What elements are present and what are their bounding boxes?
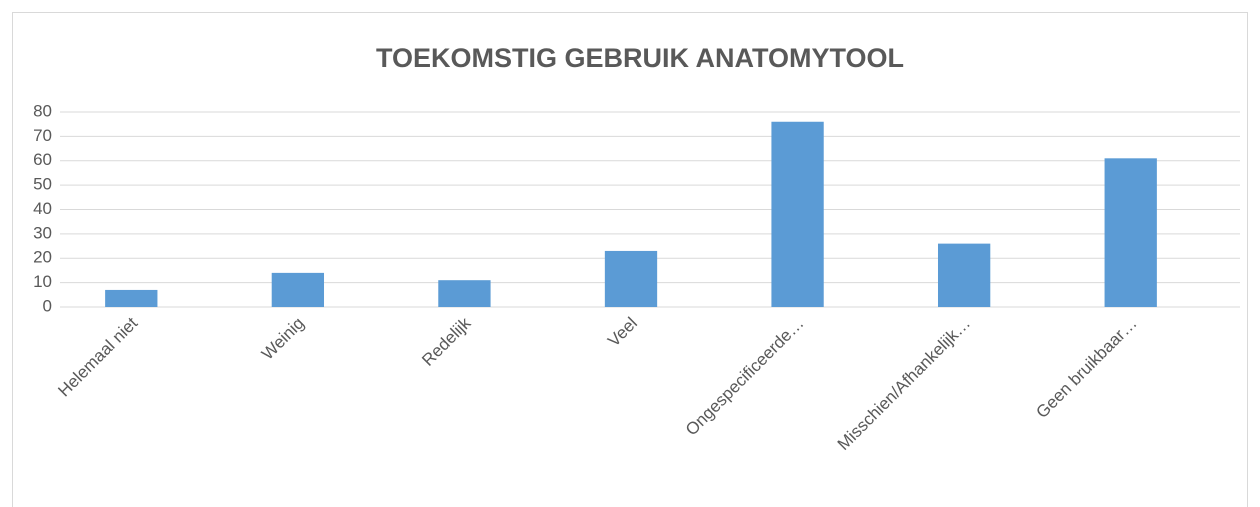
bar (1104, 158, 1157, 307)
bar (438, 280, 491, 307)
y-tick-label: 80 (33, 101, 52, 120)
y-tick-label: 40 (33, 199, 52, 218)
x-tick-label: Helemaal niet (54, 313, 141, 400)
bar (105, 289, 158, 307)
bar (271, 272, 325, 307)
bar (771, 121, 824, 307)
x-tick-label: Ongespecificeerde… (682, 314, 808, 440)
x-tick-label: Misschien/Afhankelijk… (834, 314, 974, 454)
x-tick-label: Veel (604, 314, 641, 351)
bar (937, 243, 991, 307)
y-tick-label: 60 (33, 150, 52, 169)
x-tick-label: Weinig (258, 314, 308, 364)
y-tick-label: 20 (33, 248, 52, 267)
chart-frame (12, 12, 1248, 507)
y-tick-label: 30 (33, 223, 52, 242)
x-tick-label: Geen bruikbaar… (1032, 314, 1140, 422)
bar (604, 250, 658, 307)
x-tick-label: Redelijk (418, 313, 475, 370)
y-tick-label: 10 (33, 272, 52, 291)
y-tick-label: 50 (33, 175, 52, 194)
y-tick-label: 0 (43, 296, 52, 315)
chart-title: TOEKOMSTIG GEBRUIK ANATOMYTOOL (376, 43, 904, 73)
y-tick-label: 70 (33, 126, 52, 145)
